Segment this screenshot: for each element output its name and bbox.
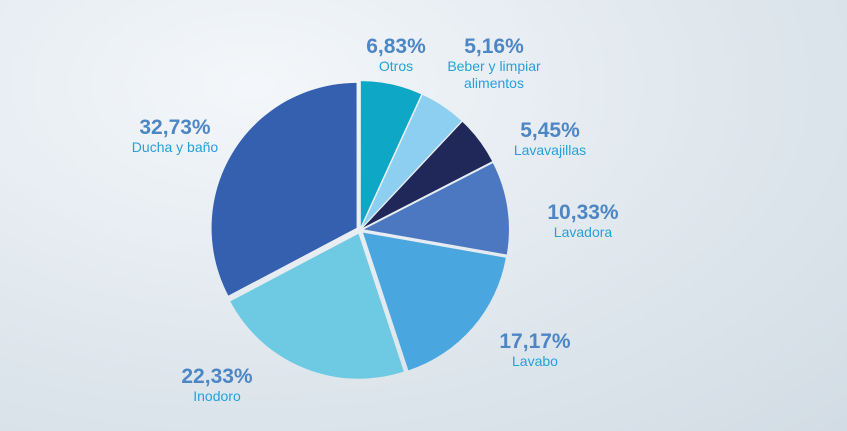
value-label: 17,17%	[499, 331, 570, 353]
category-label: Otros	[366, 58, 426, 75]
value-label: 5,16%	[439, 36, 549, 58]
chart: 6,83%Otros 5,16%Beber y limpiar alimentos…	[0, 0, 847, 431]
category-label: Lavabo	[499, 353, 570, 370]
slice-label: 6,83%Otros	[366, 36, 426, 75]
slice-label: 5,45%Lavavajillas	[514, 120, 586, 159]
slice-label: 22,33%Inodoro	[181, 366, 252, 405]
slice-label: 32,73%Ducha y baño	[132, 117, 218, 156]
category-label: Inodoro	[181, 388, 252, 405]
slice-label: 10,33%Lavadora	[547, 202, 618, 241]
value-label: 32,73%	[132, 117, 218, 139]
value-label: 5,45%	[514, 120, 586, 142]
category-label: Lavadora	[547, 224, 618, 241]
value-label: 22,33%	[181, 366, 252, 388]
value-label: 10,33%	[547, 202, 618, 224]
slice-label: 5,16%Beber y limpiar alimentos	[439, 36, 549, 92]
category-label: Ducha y baño	[132, 139, 218, 156]
slice-label: 17,17%Lavabo	[499, 331, 570, 370]
value-label: 6,83%	[366, 36, 426, 58]
category-label: Beber y limpiar alimentos	[439, 58, 549, 92]
category-label: Lavavajillas	[514, 142, 586, 159]
